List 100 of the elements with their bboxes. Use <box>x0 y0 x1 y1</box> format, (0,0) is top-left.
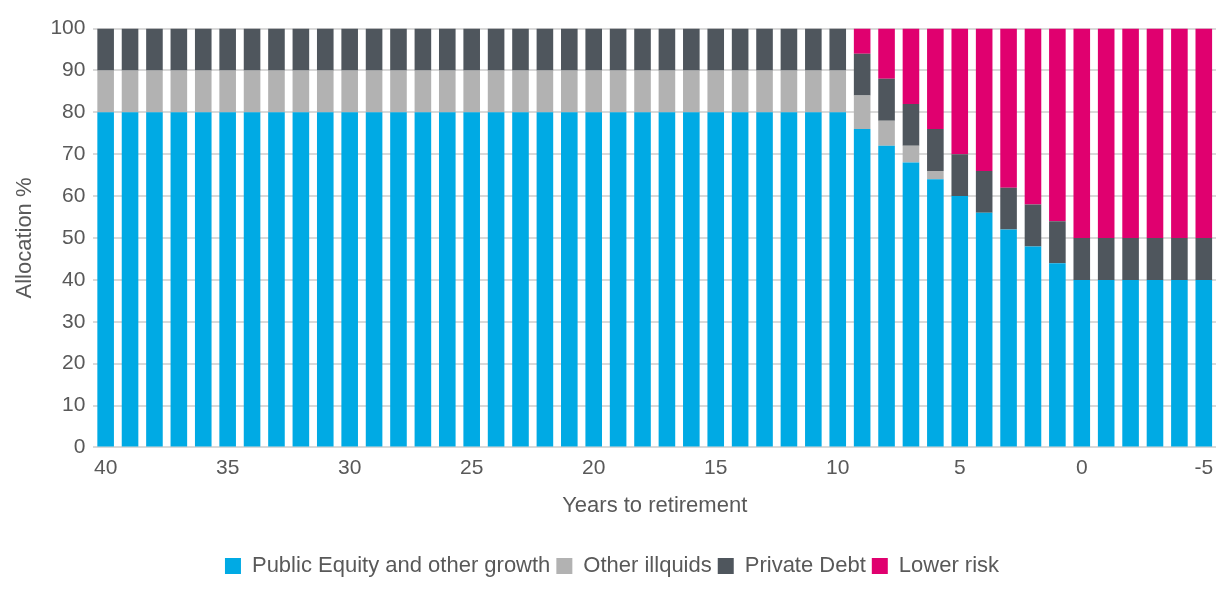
x-tick-label: 35 <box>215 454 240 478</box>
bar <box>780 112 798 447</box>
bar <box>1073 238 1091 280</box>
bar <box>658 112 676 447</box>
bar <box>414 70 432 113</box>
bar <box>585 70 603 113</box>
bar <box>853 129 871 447</box>
y-axis-title: Allocation % <box>11 177 37 299</box>
y-tick-label: 50 <box>62 224 86 248</box>
bar <box>1146 28 1164 238</box>
bar <box>390 28 407 71</box>
y-tick-label: 0 <box>73 434 86 458</box>
bar <box>1171 238 1188 280</box>
legend-label: Public Equity and other growth <box>251 552 551 578</box>
bar <box>438 28 456 71</box>
bar <box>975 212 993 447</box>
bar <box>902 103 920 146</box>
bar <box>975 28 993 171</box>
bar <box>561 70 578 113</box>
bar <box>1146 279 1164 447</box>
bar <box>585 112 603 447</box>
legend-label: Private Debt <box>744 552 866 578</box>
bar <box>878 28 895 79</box>
bar <box>853 28 871 54</box>
bar <box>414 28 432 71</box>
bar <box>561 112 578 447</box>
bar <box>658 28 676 71</box>
bar <box>927 28 944 130</box>
bar <box>414 112 432 447</box>
bar <box>1097 238 1115 280</box>
bar <box>1024 246 1042 447</box>
bar <box>194 70 212 113</box>
bar <box>707 70 725 113</box>
bar <box>536 70 554 113</box>
y-tick-label: 60 <box>62 182 86 206</box>
x-tick-label: 30 <box>337 454 362 478</box>
bar <box>853 95 871 130</box>
bar <box>219 28 236 71</box>
bar <box>609 28 627 71</box>
bar <box>292 28 310 71</box>
y-tick-label: 70 <box>62 141 86 165</box>
bar <box>365 70 383 113</box>
bar <box>268 70 285 113</box>
bar <box>243 28 261 71</box>
bar <box>194 112 212 447</box>
bar <box>951 154 969 197</box>
bar <box>390 112 407 447</box>
bar <box>390 70 407 113</box>
bar <box>1073 279 1091 447</box>
bar <box>731 112 749 447</box>
bar <box>683 70 700 113</box>
bar <box>561 28 578 71</box>
y-tick-label: 30 <box>62 308 86 332</box>
bar <box>365 28 383 71</box>
bar <box>341 112 358 447</box>
bar <box>97 28 114 71</box>
bar <box>1024 204 1042 247</box>
bar <box>634 28 651 71</box>
bar <box>853 53 871 96</box>
bar <box>219 70 236 113</box>
bar <box>780 28 798 71</box>
bar <box>683 112 700 447</box>
y-tick-label: 80 <box>62 99 86 123</box>
legend-label: Other illquids <box>583 552 712 578</box>
bar <box>146 70 163 113</box>
x-tick-label: -5 <box>1194 454 1214 478</box>
bar <box>951 196 969 447</box>
bar <box>927 170 944 180</box>
bar <box>121 28 139 71</box>
bar <box>512 28 529 71</box>
bar <box>341 70 358 113</box>
bar <box>975 170 993 213</box>
y-tick-label: 100 <box>50 15 86 39</box>
bar <box>146 28 163 71</box>
bar <box>1049 28 1066 222</box>
bar <box>609 70 627 113</box>
x-tick-label: 25 <box>460 454 484 478</box>
bar <box>1146 238 1164 280</box>
bar <box>170 112 188 447</box>
bar <box>805 70 822 113</box>
bar <box>1073 28 1091 238</box>
bar <box>609 112 627 447</box>
bar <box>438 70 456 113</box>
bar <box>487 28 505 71</box>
bar <box>756 28 773 71</box>
bar <box>902 28 920 104</box>
bar <box>878 120 895 146</box>
bar <box>805 112 822 447</box>
bar <box>902 162 920 447</box>
bar <box>1171 28 1188 238</box>
bar <box>268 112 285 447</box>
bar <box>1195 279 1213 447</box>
bar <box>512 70 529 113</box>
bar <box>1195 238 1213 280</box>
bar <box>194 28 212 71</box>
y-tick-label: 10 <box>62 392 86 416</box>
bar <box>1000 187 1017 230</box>
y-tick-label: 40 <box>62 266 86 290</box>
bar <box>707 112 725 447</box>
bar <box>170 28 188 71</box>
